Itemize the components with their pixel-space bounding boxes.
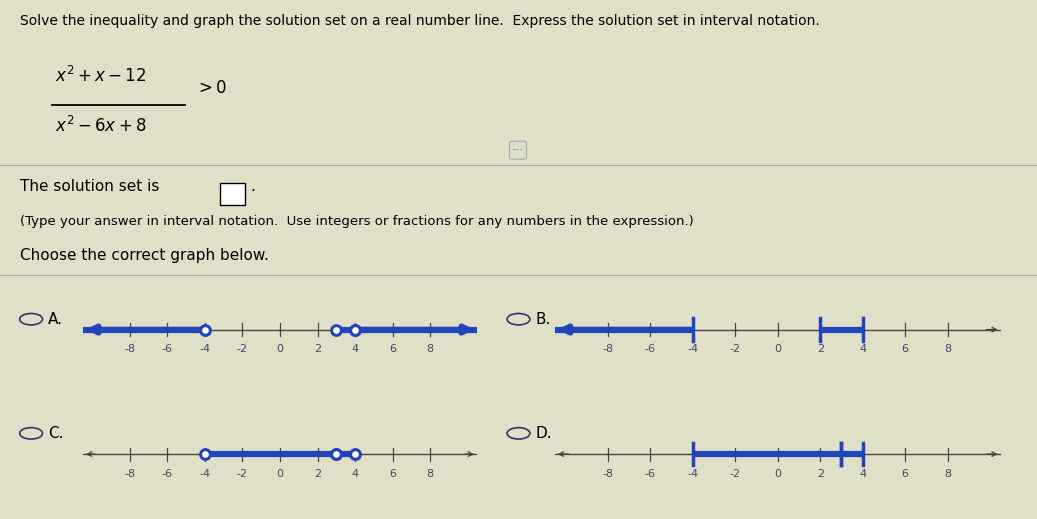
Text: -4: -4 [688,469,698,479]
Text: 8: 8 [944,469,951,479]
Text: 4: 4 [352,469,359,479]
Text: -8: -8 [602,469,614,479]
Text: 2: 2 [817,469,823,479]
Text: Solve the inequality and graph the solution set on a real number line.  Express : Solve the inequality and graph the solut… [20,14,820,28]
Text: 0: 0 [775,344,781,354]
Text: -6: -6 [645,469,655,479]
Text: 6: 6 [901,469,908,479]
Text: 4: 4 [352,344,359,354]
Text: 8: 8 [426,344,433,354]
Text: A.: A. [48,312,62,326]
Text: -6: -6 [162,344,173,354]
Text: 2: 2 [314,344,321,354]
Text: C.: C. [48,426,63,441]
Text: -2: -2 [730,469,740,479]
Text: $x^2+x-12$: $x^2+x-12$ [55,66,146,86]
Text: $>0$: $>0$ [195,79,227,97]
Text: .: . [250,179,255,194]
Text: D.: D. [535,426,552,441]
FancyBboxPatch shape [220,183,245,205]
Text: Choose the correct graph below.: Choose the correct graph below. [20,248,269,263]
Text: -2: -2 [730,344,740,354]
Text: -6: -6 [162,469,173,479]
Text: 8: 8 [944,344,951,354]
Text: 4: 4 [859,469,866,479]
Text: -8: -8 [124,344,136,354]
Text: $x^2-6x+8$: $x^2-6x+8$ [55,116,146,135]
Text: 6: 6 [389,344,396,354]
Text: -4: -4 [199,469,211,479]
Text: -4: -4 [199,344,211,354]
Text: -8: -8 [124,469,136,479]
Text: 2: 2 [314,469,321,479]
Text: 2: 2 [817,344,823,354]
Text: -6: -6 [645,344,655,354]
Text: -2: -2 [236,469,248,479]
Text: -8: -8 [602,344,614,354]
Text: (Type your answer in interval notation.  Use integers or fractions for any numbe: (Type your answer in interval notation. … [20,214,694,227]
Text: 4: 4 [859,344,866,354]
Text: 0: 0 [277,469,283,479]
Text: -2: -2 [236,344,248,354]
Text: 0: 0 [775,469,781,479]
Text: 8: 8 [426,469,433,479]
Text: -4: -4 [688,344,698,354]
Text: 6: 6 [389,469,396,479]
Text: 0: 0 [277,344,283,354]
Text: ···: ··· [512,144,524,157]
Text: B.: B. [535,312,551,326]
Text: 6: 6 [901,344,908,354]
Text: The solution set is: The solution set is [20,179,160,194]
